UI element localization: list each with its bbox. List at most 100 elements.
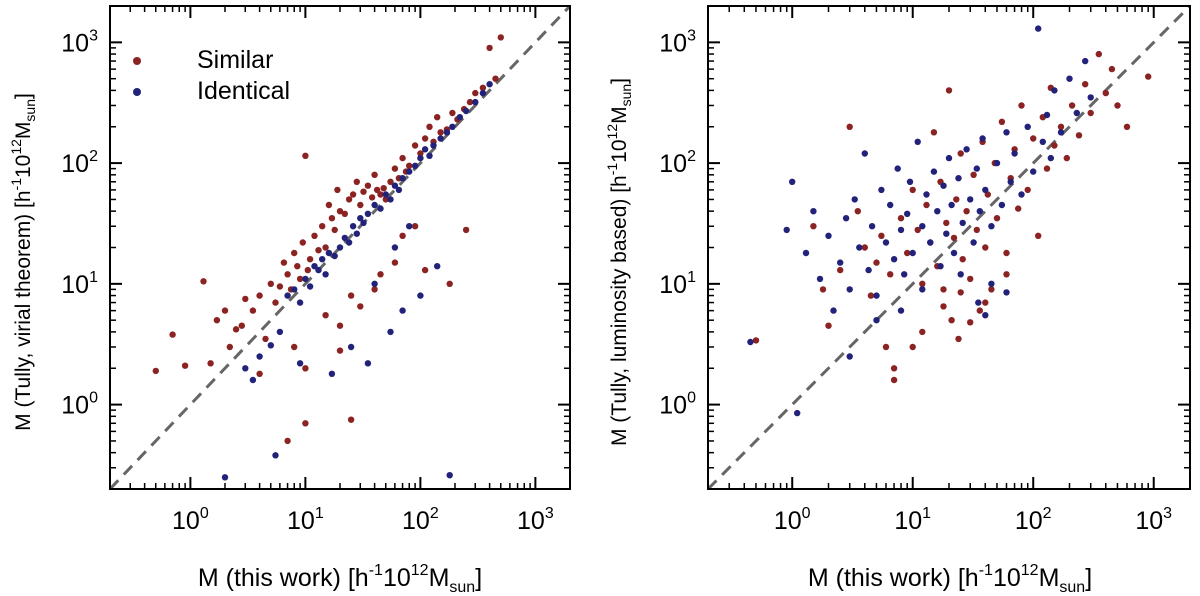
right-point-identical [919,286,926,293]
right-point-similar [998,118,1006,126]
left-point-similar [311,232,318,239]
right-point-similar [1087,109,1094,117]
right-point-similar [1018,102,1025,109]
right-point-similar [878,232,885,239]
left-y-tick-label: 101 [61,269,98,299]
right-point-identical [988,223,995,230]
left-point-identical [472,98,479,106]
left-point-similar [426,123,433,130]
right-point-identical [846,286,853,293]
left-point-similar [449,109,456,117]
right-point-similar [873,259,880,266]
right-point-similar [882,343,890,351]
left-point-similar [399,232,406,239]
left-point-similar [373,186,381,194]
left-x-tick-label: 103 [517,505,554,535]
right-x-axis-label: M (this work) [h-11012Msun] [808,562,1092,596]
right-y-axis-label: M (Tully, luminosity based) [h-11012Msun… [604,78,634,446]
left-point-identical [291,286,298,293]
right-point-identical [851,196,858,203]
right-point-similar [1114,102,1121,109]
left-point-identical [322,271,329,278]
left-y-tick-label: 102 [61,148,98,178]
left-point-identical [406,168,413,175]
right-point-similar [1123,123,1131,130]
right-point-identical [1039,138,1047,145]
left-point-similar [411,223,419,230]
right-point-similar [1003,271,1010,278]
left-point-identical [319,256,326,263]
left-point-identical [242,365,249,372]
right-point-similar [982,299,989,306]
right-point-identical [979,135,986,142]
left-point-similar [200,278,207,285]
right-identity-reference-line [708,6,1190,489]
right-point-identical [1073,109,1081,117]
right-y-tick-label: 101 [659,269,696,299]
left-point-identical [284,292,291,299]
left-point-similar [472,89,479,97]
right-point-identical [846,353,853,360]
right-point-similar [988,286,995,293]
right-point-identical [1018,191,1025,198]
right-point-identical [973,165,980,172]
left-point-similar [256,292,263,299]
left-x-axis-label: M (this work) [h-11012Msun] [198,562,482,596]
right-point-similar [919,280,926,287]
right-point-identical [1051,87,1058,94]
left-point-similar [256,370,263,377]
right-point-similar [953,196,960,203]
right-point-identical [873,317,880,324]
right-point-identical [957,271,964,278]
right-point-identical [830,307,837,314]
right-point-identical [789,178,796,185]
right-point-similar [909,186,916,194]
left-point-similar [421,135,429,142]
right-point-identical [950,249,958,257]
left-point-similar [334,186,341,194]
right-point-identical [802,249,810,257]
left-point-identical [406,223,413,230]
right-point-identical [865,266,872,274]
right-point-similar [837,266,844,274]
left-scatter-panel: 100 101 102 103 100 101 102 103 M (this work) [… [8,5,571,596]
left-point-identical [479,89,487,97]
left-point-identical [221,474,229,481]
left-point-identical [347,343,355,351]
left-point-similar [276,283,284,290]
left-point-similar [357,201,364,209]
left-point-similar [399,154,406,162]
left-point-similar [169,331,176,338]
left-point-identical [391,244,399,251]
right-point-identical [993,159,1001,167]
right-point-similar [861,244,868,251]
left-point-similar [299,239,306,246]
left-point-similar [336,347,344,354]
left-point-similar [306,256,314,263]
left-point-identical [325,249,333,257]
right-point-identical [906,178,914,185]
right-point-identical [810,208,817,215]
left-point-identical [399,175,406,182]
legend-marker-similar [133,57,141,65]
right-point-identical [963,146,970,153]
right-point-similar [959,256,966,263]
left-point-identical [302,275,309,283]
left-point-identical [256,353,263,360]
left-point-similar [497,34,504,41]
right-point-similar [867,292,875,299]
right-point-similar [930,129,938,136]
left-point-identical [306,283,314,290]
left-point-similar [391,259,399,266]
right-point-similar [940,303,947,310]
right-point-similar [1024,186,1031,194]
right-point-similar [963,208,970,215]
right-point-identical [1087,94,1094,101]
right-point-identical [1057,129,1065,136]
left-point-similar [242,295,249,303]
left-point-similar [284,271,291,278]
left-point-similar [294,263,301,270]
right-point-identical [940,182,947,189]
left-point-similar [272,299,279,306]
